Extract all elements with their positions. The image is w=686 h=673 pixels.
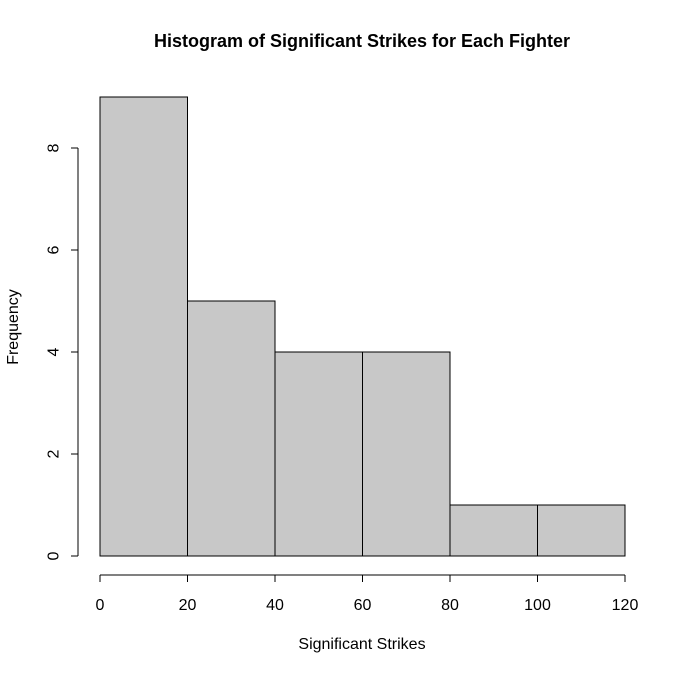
- x-axis: 0 20 40 60 80 100 120: [96, 574, 639, 614]
- histogram-bar-0: [99, 96, 188, 557]
- x-tick-label-1: 20: [179, 597, 197, 614]
- x-tick-label-4: 80: [441, 597, 459, 614]
- histogram-bar-1: [187, 300, 276, 557]
- x-tick-label-5: 100: [524, 597, 551, 614]
- x-tick-label-0: 0: [96, 597, 105, 614]
- histogram-bar-5: [537, 504, 626, 557]
- histogram-bar-4: [449, 504, 538, 557]
- x-tick-label-2: 40: [266, 597, 284, 614]
- y-tick-label-3: 6: [46, 245, 63, 254]
- y-tick-label-0: 0: [46, 551, 63, 560]
- x-tick-label-6: 120: [612, 597, 639, 614]
- y-tick-label-2: 4: [46, 347, 63, 356]
- y-axis-label: Frequency: [5, 289, 22, 365]
- histogram-bar-3: [362, 351, 451, 557]
- x-tick-label-3: 60: [354, 597, 372, 614]
- y-tick-label-4: 8: [46, 143, 63, 152]
- y-axis: 0 2 4 6 8: [46, 143, 79, 560]
- chart-title: Histogram of Significant Strikes for Eac…: [154, 31, 570, 51]
- histogram-bar-2: [274, 351, 363, 557]
- y-tick-label-1: 2: [46, 449, 63, 458]
- x-axis-label: Significant Strikes: [298, 636, 425, 653]
- bars-group: [99, 96, 626, 557]
